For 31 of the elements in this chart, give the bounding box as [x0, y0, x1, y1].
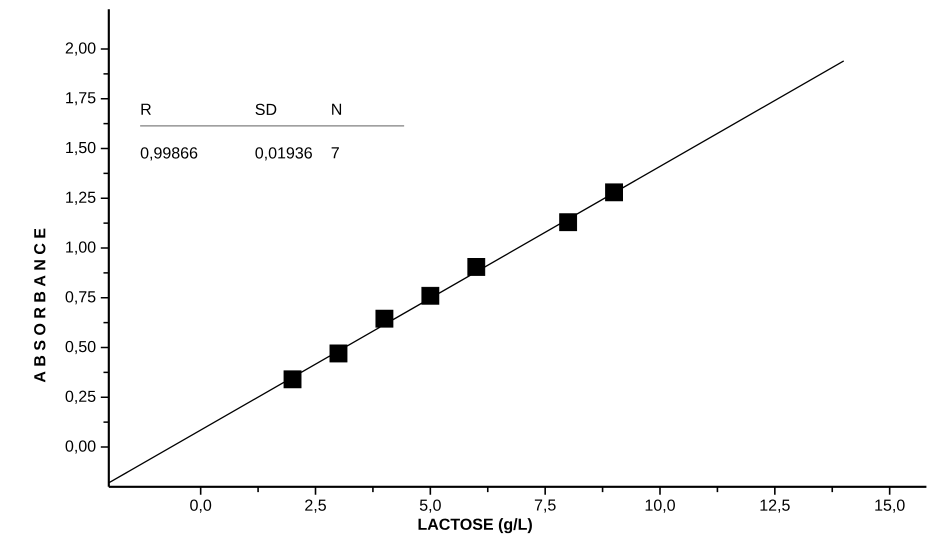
y-axis-title: A B S O R B A N C E: [34, 228, 46, 382]
y-tick-label: 1,50: [66, 142, 96, 156]
point: [375, 310, 394, 328]
annotation: N: [332, 104, 342, 115]
point: [467, 258, 486, 276]
x-axis-title: LACTOSE (g/L): [418, 518, 532, 534]
x-tick-label: 5,0: [420, 500, 441, 513]
point: [605, 183, 624, 202]
point: [421, 286, 440, 305]
x-tick-label: 7,5: [534, 500, 556, 513]
point: [330, 344, 348, 362]
x-tick-label: 10,0: [646, 500, 675, 513]
annotation: 0,99866: [140, 147, 198, 160]
x-tick-label: 15,0: [875, 500, 905, 513]
annotation: R: [141, 104, 151, 115]
y-tick-label: 1,25: [66, 192, 96, 205]
y-tick-label: 0,25: [66, 390, 96, 404]
x-tick-label: 0,0: [190, 500, 212, 513]
y-tick-label: 0,00: [66, 440, 96, 454]
x-tick-label: 12,5: [760, 500, 790, 513]
y-tick-label: 2,00: [66, 42, 96, 56]
annotation: 7: [332, 147, 339, 158]
x-tick-label: 2,5: [305, 500, 326, 513]
y-tick-label: 1,00: [66, 241, 96, 255]
y-tick-label: 0,75: [66, 291, 96, 304]
annotation: 0,01936: [255, 147, 312, 160]
point: [559, 213, 578, 232]
point: [284, 370, 302, 388]
y-tick-label: 0,50: [66, 340, 96, 354]
annotation: SD: [256, 104, 276, 116]
y-tick-label: 1,75: [66, 92, 96, 106]
